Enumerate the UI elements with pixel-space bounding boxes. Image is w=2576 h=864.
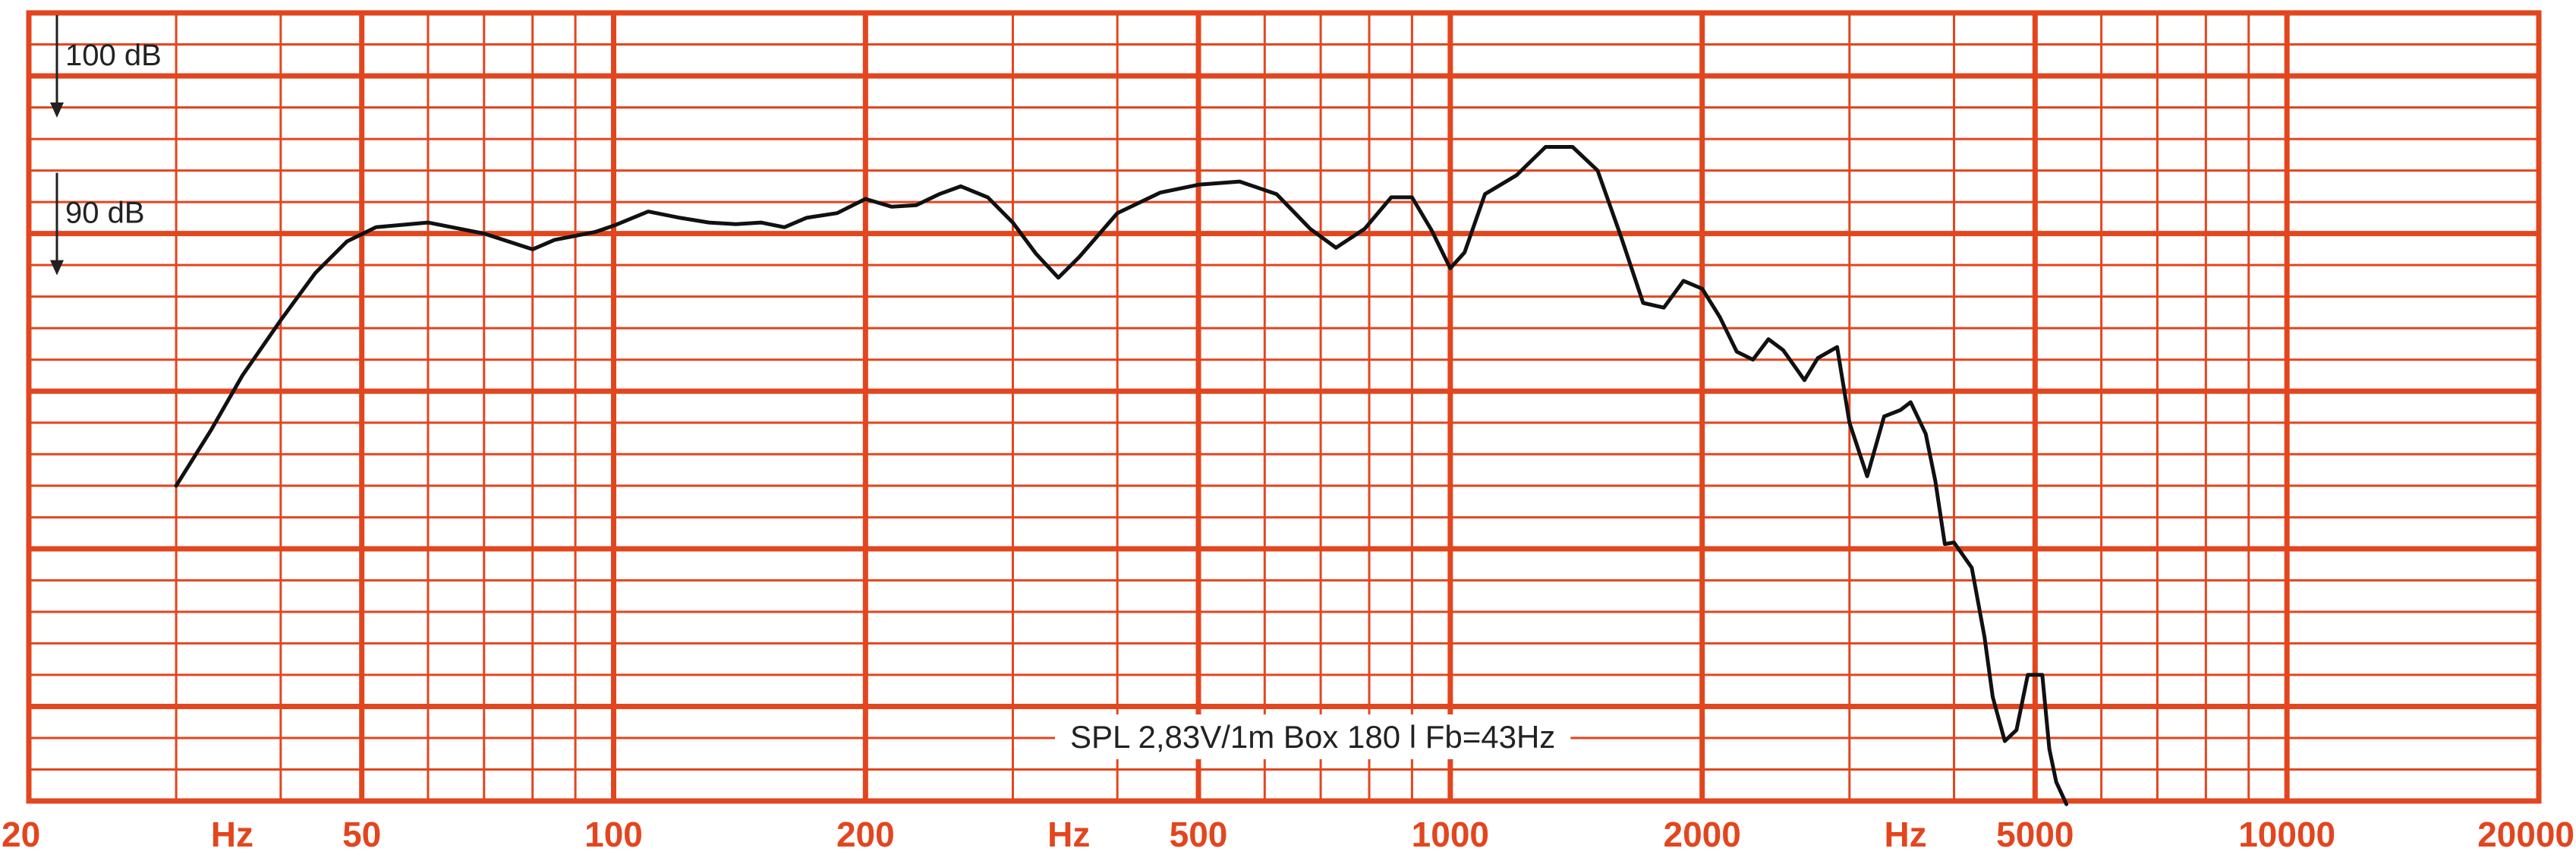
plot-frame	[26, 10, 2542, 804]
x-tick-label: Hz	[1047, 815, 1090, 854]
spl-curve-layer	[174, 145, 2069, 806]
annotation-background	[1055, 714, 1571, 759]
x-tick-label: 20000	[2477, 815, 2574, 854]
db-arrow-head-icon	[50, 102, 64, 118]
x-tick-label: 500	[1170, 815, 1228, 854]
y-label-db: 90 dB	[65, 197, 145, 230]
x-tick-label: 100	[584, 815, 643, 854]
measurement-annotation-group: SPL 2,83V/1m Box 180 l Fb=43Hz	[1055, 714, 1571, 759]
x-tick-label: Hz	[211, 815, 254, 854]
y-label-db: 100 dB	[65, 39, 162, 72]
measurement-annotation: SPL 2,83V/1m Box 180 l Fb=43Hz	[1070, 719, 1555, 755]
x-tick-label: 200	[836, 815, 895, 854]
db-arrow-head-icon	[50, 260, 64, 276]
x-tick-label: 5000	[1996, 815, 2074, 854]
x-tick-label: 2000	[1663, 815, 1740, 854]
x-tick-label: Hz	[1884, 815, 1926, 854]
x-tick-label: 20	[2, 815, 40, 854]
y-axis-labels: 100 dB 90 dB	[50, 15, 162, 276]
x-tick-label: 50	[342, 815, 381, 854]
x-tick-label: 1000	[1412, 815, 1489, 854]
x-axis-tick-labels: 20 Hz 50 100 200 Hz 500 1000 2000 Hz 5000 10000 2000…	[2, 815, 2574, 854]
spl-curve	[174, 145, 2069, 806]
chart-grid	[26, 10, 2542, 804]
x-tick-label: 10000	[2238, 815, 2335, 854]
